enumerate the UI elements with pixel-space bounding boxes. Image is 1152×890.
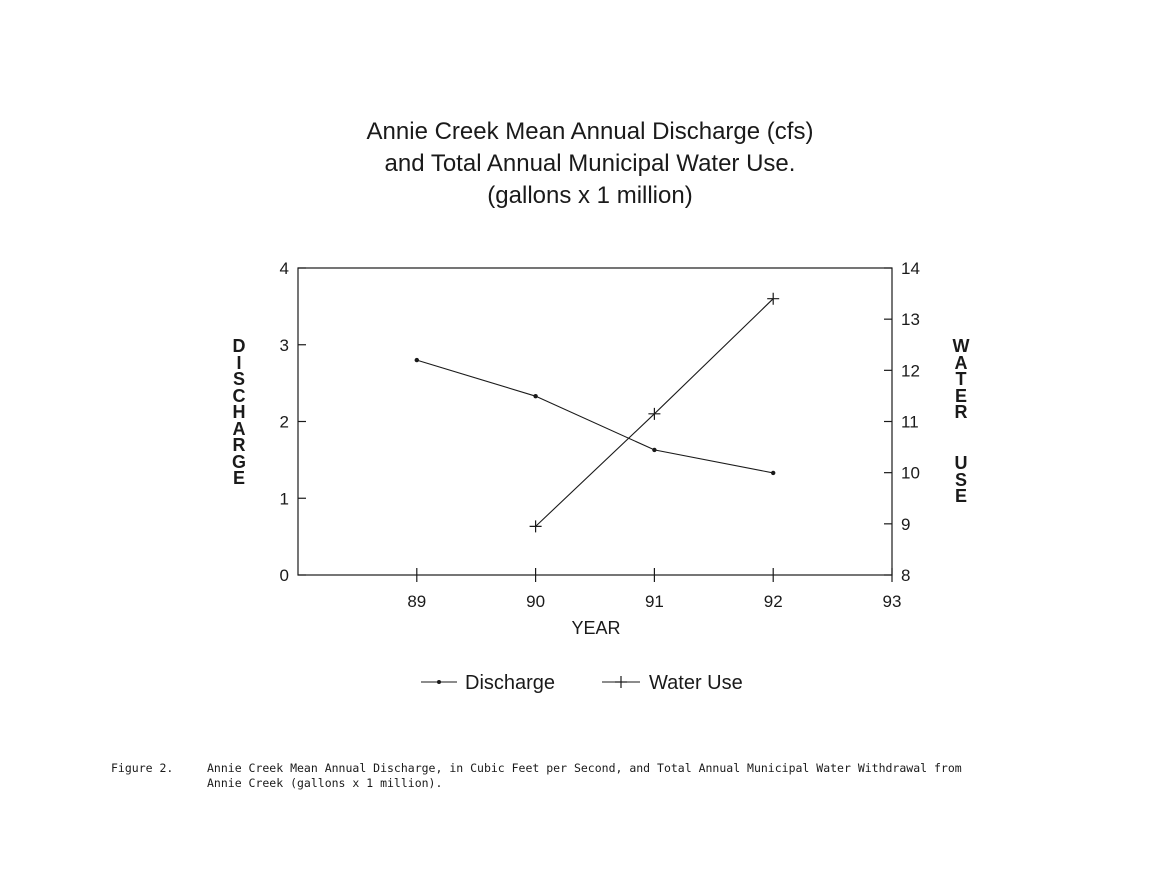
y-left-tick-label-3: 3	[280, 336, 289, 355]
legend-water-use-label: Water Use	[649, 672, 743, 694]
x-tick-label-90: 90	[526, 592, 545, 611]
y-axis-left-label-letter-6: R	[232, 435, 246, 455]
discharge-point-92	[771, 470, 776, 476]
y-axis-right-label-top-letter-4: R	[954, 402, 968, 422]
legend-discharge-marker	[437, 680, 441, 684]
y-right-tick-label-13: 13	[901, 310, 920, 329]
x-tick-label-91: 91	[645, 592, 664, 611]
y-axis-right-label-bottom-letter-1: S	[954, 469, 967, 490]
y-axis-right-label-top-letter-3: E	[954, 385, 967, 406]
y-left-tick-label-0: 0	[280, 566, 289, 585]
legend-water-use-marker	[615, 676, 627, 688]
y-axis-left-label-letter-1: I	[236, 352, 242, 373]
y-right-tick-label-14: 14	[901, 259, 920, 278]
y-left-tick-label-1: 1	[280, 489, 289, 508]
x-tick-label-93: 93	[883, 592, 902, 611]
figure-caption: Figure 2. Annie Creek Mean Annual Discha…	[111, 761, 1111, 791]
y-axis-right-label-top-letter-0: W	[952, 336, 970, 356]
water-use-point-90	[529, 520, 542, 533]
plot-frame	[297, 267, 893, 576]
water-use-point-92	[767, 292, 780, 305]
x-tick-label-92: 92	[764, 592, 783, 611]
y-axis-left-label-letter-0: D	[232, 336, 246, 356]
y-axis-left-label-letter-4: H	[232, 402, 246, 422]
y-axis-left-label-letter-7: G	[231, 451, 246, 472]
discharge-point-91	[652, 447, 657, 453]
y-right-tick-label-8: 8	[901, 566, 910, 585]
y-axis-right-label-bottom-letter-0: U	[954, 453, 968, 473]
caption-label: Figure 2.	[111, 761, 174, 775]
x-axis-label: YEAR	[571, 618, 620, 638]
discharge-point-89	[414, 357, 419, 363]
chart-title-line-1: Annie Creek Mean Annual Discharge (cfs)	[366, 118, 814, 145]
y-right-tick-label-9: 9	[901, 515, 910, 534]
chart-title-line-3: (gallons x 1 million)	[487, 182, 693, 209]
y-right-tick-label-11: 11	[901, 413, 919, 432]
y-axis-left-label-letter-3: C	[232, 385, 246, 406]
x-tick-label-89: 89	[407, 592, 426, 611]
water-use-point-91	[648, 407, 661, 420]
chart-title-line-2: and Total Annual Municipal Water Use.	[384, 150, 796, 177]
discharge-series-line	[416, 359, 774, 474]
y-right-tick-label-10: 10	[901, 464, 920, 483]
y-axis-left-label-letter-8: E	[232, 468, 245, 488]
y-axis-right-label-bottom-letter-2: E	[954, 486, 967, 506]
y-axis-right-label-top-letter-1: A	[954, 352, 968, 373]
y-left-tick-label-4: 4	[280, 259, 289, 278]
y-right-tick-label-12: 12	[901, 361, 920, 380]
chart-title: Annie Creek Mean Annual Discharge (cfs) …	[300, 116, 880, 212]
caption-text: Annie Creek Mean Annual Discharge, in Cu…	[207, 761, 962, 790]
y-left-tick-label-2: 2	[280, 413, 289, 432]
y-axis-left-label-letter-2: S	[232, 369, 245, 389]
legend-discharge-label: Discharge	[465, 672, 555, 694]
discharge-point-90	[533, 393, 538, 399]
y-axis-left-label-letter-5: A	[232, 418, 246, 439]
y-axis-right-label-top-letter-2: T	[955, 369, 967, 389]
